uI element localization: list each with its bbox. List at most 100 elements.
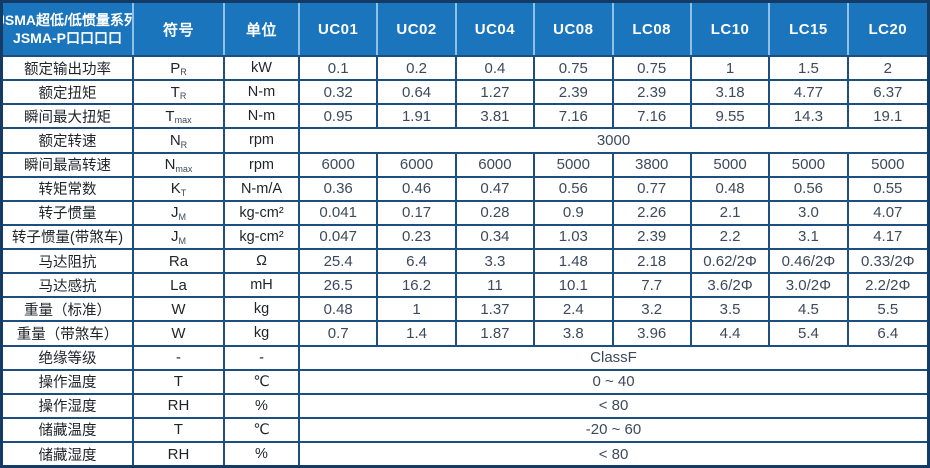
symbol-subscript: M <box>178 236 187 246</box>
value-cell: 4.17 <box>873 228 903 246</box>
value-cell: 3.8 <box>535 322 614 345</box>
value-cell: 3.2 <box>614 298 692 321</box>
model-column-header: LC10 <box>692 3 771 55</box>
value-cell: 1.37 <box>457 298 536 321</box>
value-cell: 10.1 <box>535 274 614 297</box>
symbol-cell: RH <box>134 443 225 466</box>
unit-cell: - <box>225 346 300 369</box>
value-cell: 0.75 <box>614 57 692 80</box>
merged-value-cell: < 80 <box>598 445 629 463</box>
symbol-main: RH <box>167 445 190 463</box>
row-label: 马达阻抗 <box>3 250 134 273</box>
table-title-line1: JSMA超低/低惯量系列 <box>3 11 134 28</box>
value-cell: 3800 <box>614 153 692 176</box>
value-cell: 0.47 <box>457 177 536 200</box>
row-label: 绝缘等级 <box>3 346 134 369</box>
value-cell: 0.17 <box>378 201 457 224</box>
value-cell: 2 <box>883 59 892 77</box>
value-cell: 6.4 <box>877 324 899 342</box>
row-label: 操作湿度 <box>3 394 134 417</box>
value-cell: 6000 <box>300 153 379 176</box>
table-row: 马达阻抗 Ra Ω 25.4 6.4 3.3 1.48 2.18 0.62/2Φ 0.46/2Φ 0… <box>3 248 927 273</box>
symbol-main: Ra <box>168 252 189 270</box>
row-label: 转子惯量 <box>3 201 134 224</box>
value-cell: 0.23 <box>378 225 457 248</box>
value-cell: 5000 <box>871 156 905 174</box>
value-cell: 0.46 <box>378 177 457 200</box>
table-row: 马达感抗 La mH 26.5 16.2 11 10.1 7.7 3.6/2Φ 3.0/2Φ 2.2… <box>3 272 927 297</box>
value-cell: 19.1 <box>873 107 903 125</box>
symbol-cell: RH <box>134 394 225 417</box>
value-cell: 0.32 <box>300 81 379 104</box>
row-label: 储藏湿度 <box>3 443 134 466</box>
table-row: 额定扭矩 T R N-m 0.32 0.64 1.27 2.39 2.39 3.18 4.77 6.3… <box>3 79 927 104</box>
value-cell: 6.37 <box>873 83 903 101</box>
unit-cell: kg-cm² <box>225 201 300 224</box>
symbol-main: T <box>173 373 184 391</box>
value-cell: 3.18 <box>692 81 771 104</box>
value-cell: 0.4 <box>457 57 536 80</box>
value-cell: 1.91 <box>378 105 457 128</box>
value-cell: 2.39 <box>614 81 692 104</box>
value-cell: 0.28 <box>457 201 536 224</box>
value-cell: 7.7 <box>614 274 692 297</box>
value-cell: 1.27 <box>457 81 536 104</box>
value-cell: 3.0 <box>770 201 849 224</box>
value-cell: 1 <box>692 57 771 80</box>
unit-column-header: 单位 <box>225 3 300 55</box>
symbol-main: W <box>171 324 186 342</box>
symbol-subscript: R <box>179 91 187 102</box>
row-label: 瞬间最大扭矩 <box>3 105 134 128</box>
value-cell: 0.34 <box>457 225 536 248</box>
value-cell: 2.2/2Φ <box>865 276 911 294</box>
unit-cell: Ω <box>225 250 300 273</box>
unit-cell: kg-cm² <box>225 225 300 248</box>
unit-cell: N-m/A <box>225 177 300 200</box>
symbol-main: J <box>171 228 179 246</box>
value-cell: 2.18 <box>614 250 692 273</box>
symbol-main: W <box>171 300 186 318</box>
value-cell: 1 <box>378 298 457 321</box>
row-label: 储藏温度 <box>3 418 134 441</box>
symbol-subscript: M <box>178 211 187 222</box>
value-cell: 0.64 <box>378 81 457 104</box>
symbol-main: RH <box>167 397 190 415</box>
model-column-header: UC04 <box>457 3 536 55</box>
merged-value-cell: ClassF <box>590 349 637 367</box>
value-cell: 3.6/2Φ <box>692 274 771 297</box>
row-label: 额定输出功率 <box>3 57 134 80</box>
symbol-cell: W <box>134 322 225 345</box>
value-cell: 5.5 <box>877 300 899 318</box>
value-cell: 0.75 <box>535 57 614 80</box>
unit-cell: rpm <box>225 153 300 176</box>
symbol-cell: - <box>134 346 225 369</box>
value-cell: 7.16 <box>535 105 614 128</box>
value-cell: 3.1 <box>770 225 849 248</box>
table-row: 储藏湿度 RH% < 80 <box>3 441 927 466</box>
row-label: 操作温度 <box>3 370 134 393</box>
unit-cell: rpm <box>225 129 300 152</box>
value-cell: 1.4 <box>378 322 457 345</box>
symbol-cell: Ra <box>134 250 225 273</box>
value-cell: 0.1 <box>300 57 379 80</box>
value-cell: 0.48 <box>692 177 771 200</box>
symbol-subscript: R <box>180 67 187 78</box>
value-cell: 0.7 <box>300 322 379 345</box>
value-cell: 14.3 <box>770 105 849 128</box>
value-cell: 2.39 <box>614 225 692 248</box>
model-column-header: LC20 <box>868 20 908 38</box>
row-label: 额定扭矩 <box>3 81 134 104</box>
value-cell: 2.39 <box>535 81 614 104</box>
value-cell: 0.48 <box>300 298 379 321</box>
